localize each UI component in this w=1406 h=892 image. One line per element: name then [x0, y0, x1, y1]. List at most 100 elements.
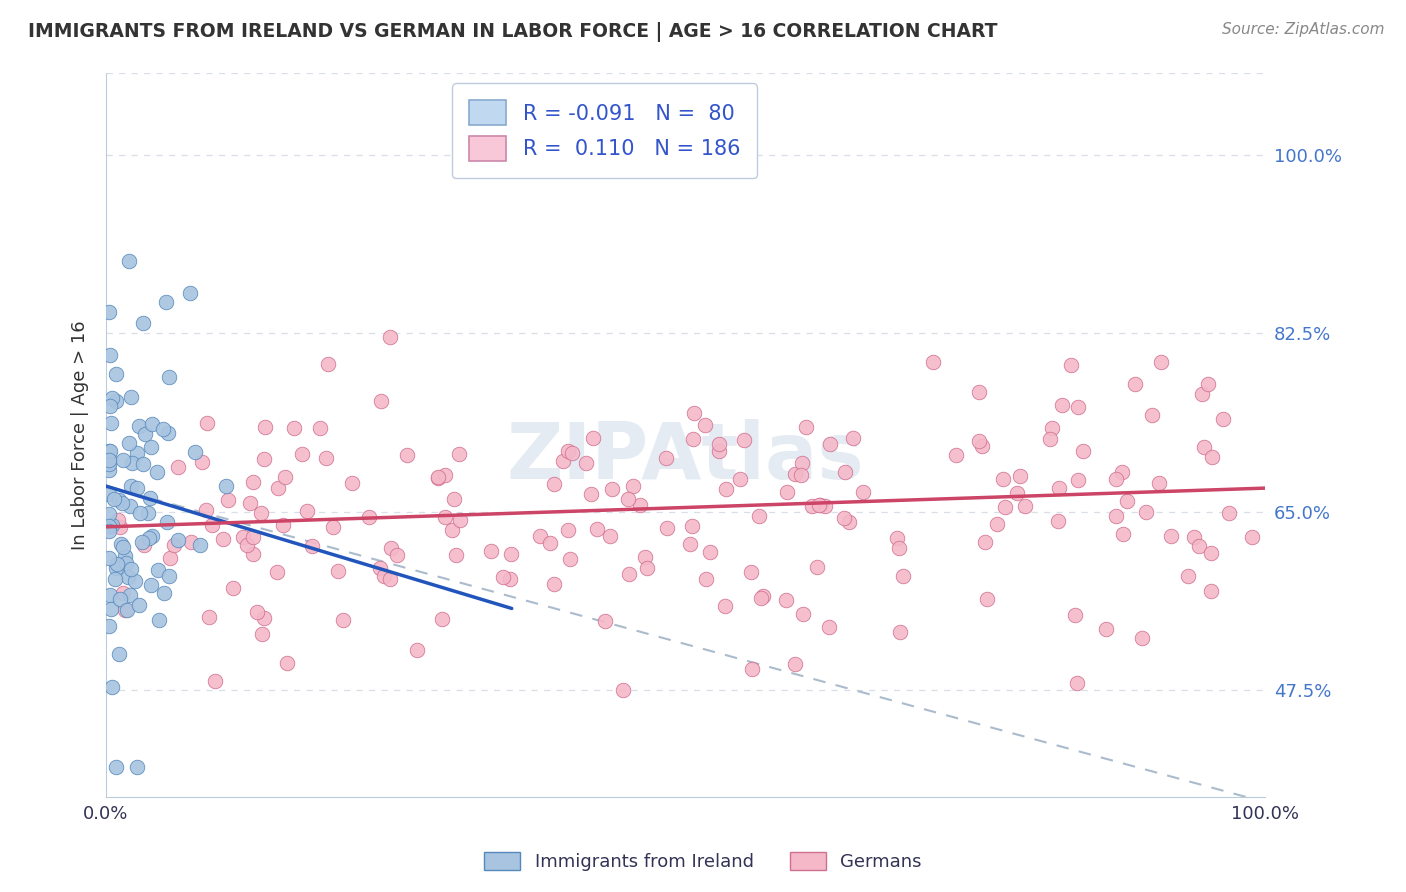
Point [593, 614, 616, 628]
Point [707, 443, 730, 458]
Point [131, 457, 153, 471]
Point [180, 534, 202, 549]
Point [621, 479, 644, 493]
Point [98, 619, 121, 633]
Point [683, 406, 706, 420]
Point [98, 486, 121, 500]
Point [783, 467, 806, 481]
Point [104, 759, 127, 773]
Point [617, 491, 640, 506]
Point [1192, 440, 1215, 454]
Point [110, 519, 132, 533]
Point [112, 586, 135, 600]
Point [204, 674, 226, 689]
Point [283, 421, 305, 435]
Point [543, 476, 565, 491]
Point [581, 487, 603, 501]
Point [121, 456, 143, 470]
Point [98, 463, 121, 477]
Point [1142, 408, 1164, 422]
Point [776, 485, 799, 500]
Point [271, 518, 294, 533]
Point [127, 481, 149, 495]
Point [167, 459, 190, 474]
Point [98, 444, 121, 458]
Point [558, 552, 581, 566]
Point [1112, 527, 1135, 541]
Point [155, 295, 177, 310]
Point [974, 535, 997, 549]
Point [111, 452, 134, 467]
Text: Source: ZipAtlas.com: Source: ZipAtlas.com [1222, 22, 1385, 37]
Point [148, 613, 170, 627]
Point [368, 560, 391, 574]
Point [529, 529, 551, 543]
Point [239, 496, 262, 510]
Point [681, 519, 703, 533]
Point [111, 540, 134, 554]
Point [309, 421, 332, 435]
Point [276, 656, 298, 670]
Point [889, 541, 911, 555]
Point [322, 520, 344, 534]
Point [105, 558, 128, 572]
Point [450, 513, 472, 527]
Point [842, 432, 865, 446]
Point [838, 515, 860, 529]
Point [132, 538, 155, 552]
Point [101, 391, 124, 405]
Point [128, 418, 150, 433]
Point [889, 624, 911, 639]
Point [612, 682, 634, 697]
Point [115, 603, 138, 617]
Point [733, 434, 755, 448]
Point [557, 444, 579, 458]
Point [131, 534, 153, 549]
Point [443, 492, 465, 507]
Point [491, 570, 513, 584]
Point [1040, 421, 1063, 435]
Point [1160, 529, 1182, 543]
Point [741, 662, 763, 676]
Point [378, 330, 401, 344]
Point [1066, 675, 1088, 690]
Point [98, 519, 121, 533]
Point [446, 549, 468, 563]
Point [1123, 377, 1146, 392]
Point [134, 427, 156, 442]
Point [967, 434, 990, 449]
Point [139, 491, 162, 505]
Point [236, 538, 259, 552]
Point [749, 591, 772, 605]
Point [100, 602, 122, 616]
Point [253, 611, 276, 625]
Y-axis label: In Labor Force | Age > 16: In Labor Force | Age > 16 [72, 320, 89, 549]
Point [1197, 377, 1219, 392]
Point [585, 522, 607, 536]
Point [195, 417, 218, 431]
Point [986, 517, 1008, 532]
Point [141, 417, 163, 431]
Point [104, 367, 127, 381]
Point [699, 545, 721, 559]
Point [1067, 401, 1090, 415]
Point [852, 485, 875, 500]
Point [217, 492, 239, 507]
Point [131, 316, 153, 330]
Point [253, 419, 276, 434]
Point [120, 479, 142, 493]
Point [242, 530, 264, 544]
Point [1067, 473, 1090, 487]
Point [479, 543, 502, 558]
Point [1115, 493, 1137, 508]
Point [266, 565, 288, 579]
Point [818, 620, 841, 634]
Point [834, 466, 856, 480]
Point [146, 465, 169, 479]
Point [332, 613, 354, 627]
Point [1071, 444, 1094, 458]
Point [152, 586, 174, 600]
Point [159, 550, 181, 565]
Point [679, 536, 702, 550]
Text: ZIPAtlas: ZIPAtlas [508, 418, 865, 495]
